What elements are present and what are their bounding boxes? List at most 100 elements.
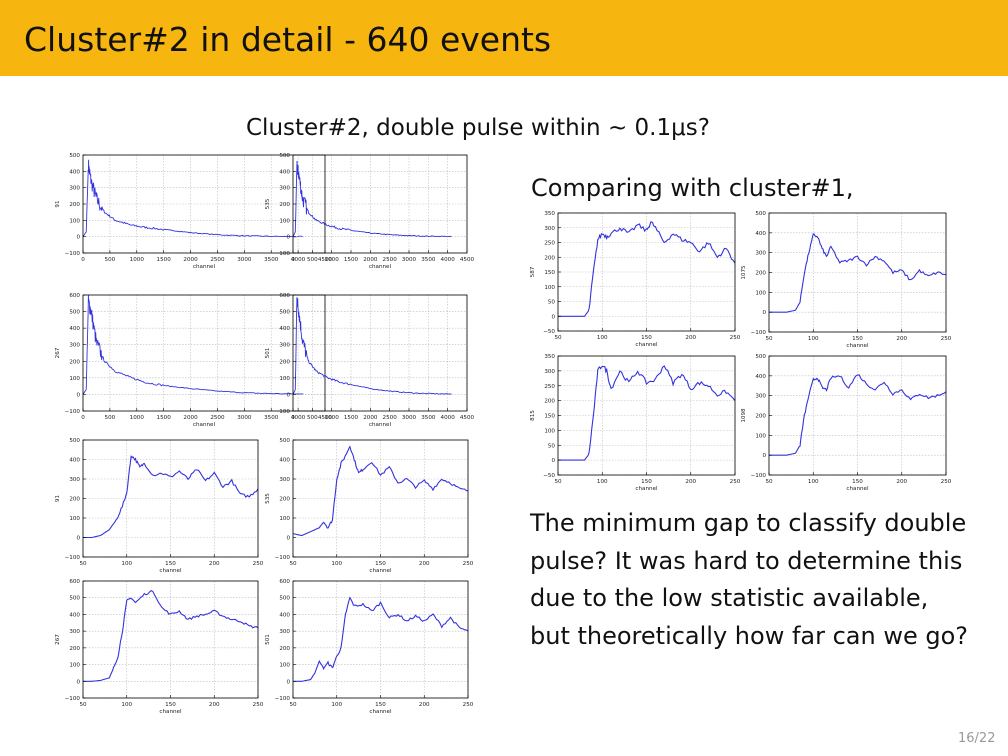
- x-tick-label: 2500: [210, 257, 225, 263]
- x-tick-label: 200: [209, 702, 220, 708]
- x-axis-label: channel: [846, 343, 869, 349]
- y-tick-label: 100: [755, 290, 766, 296]
- y-tick-label: 500: [755, 211, 766, 217]
- y-axis-label: 1075: [741, 265, 747, 280]
- y-tick-label: 0: [551, 314, 555, 320]
- page-number: 16/22: [958, 731, 996, 746]
- y-tick-label: 300: [69, 477, 80, 483]
- y-tick-label: −100: [65, 251, 81, 257]
- y-axis-label: 267: [55, 347, 61, 358]
- y-tick-label: 500: [755, 354, 766, 360]
- y-axis-label: 1098: [741, 408, 747, 423]
- y-tick-label: −100: [751, 473, 767, 479]
- y-axis-label: 91: [55, 495, 61, 503]
- y-tick-label: 300: [69, 343, 80, 349]
- series-line: [83, 454, 259, 539]
- x-tick-label: 500: [307, 415, 318, 421]
- x-tick-label: 100: [808, 336, 819, 342]
- y-tick-label: 400: [279, 326, 290, 332]
- x-tick-label: 100: [331, 702, 342, 708]
- x-axis-label: channel: [193, 422, 216, 428]
- y-axis-label: 501: [265, 347, 271, 358]
- plot-frame: [82, 294, 326, 412]
- x-tick-label: 100: [597, 335, 608, 341]
- chart-c2-zoom-501: 50 100 150 200 250 −100 0 100 200 300 400 500 600 cha…: [265, 579, 474, 715]
- x-axis-label: channel: [846, 486, 869, 492]
- y-axis-label: 535: [265, 198, 271, 209]
- x-tick-label: 2000: [183, 257, 198, 263]
- y-tick-label: 100: [69, 663, 80, 669]
- y-tick-label: 0: [551, 458, 555, 464]
- x-tick-label: 100: [121, 561, 132, 567]
- y-tick-label: 0: [762, 453, 766, 459]
- y-tick-label: 50: [548, 300, 556, 306]
- x-tick-label: 0: [291, 257, 295, 263]
- chart-c2-full-501: 0 500 1000 1500 2000 2500 3000 3500 4000 4500−100…: [265, 293, 475, 428]
- x-tick-label: 50: [289, 561, 297, 567]
- x-tick-label: 200: [685, 335, 696, 341]
- x-tick-label: 3500: [264, 415, 279, 421]
- series-line: [82, 159, 304, 238]
- x-tick-label: 500: [105, 415, 116, 421]
- x-tick-label: 0: [291, 415, 295, 421]
- y-tick-label: 50: [548, 443, 556, 449]
- chart-c2-full-535: 0 500 1000 1500 2000 2500 3000 3500 4000 4500−100…: [265, 153, 475, 270]
- x-tick-label: 3500: [264, 257, 279, 263]
- x-tick-label: 4000: [291, 257, 306, 263]
- y-tick-label: 200: [279, 497, 290, 503]
- question-paragraph: The minimum gap to classify double pulse…: [530, 509, 969, 650]
- y-tick-label: 0: [76, 679, 80, 685]
- x-tick-label: 4000: [291, 415, 306, 421]
- comparison-heading: Comparing with cluster#1,: [531, 174, 854, 202]
- x-tick-label: 150: [641, 479, 652, 485]
- y-tick-label: 500: [69, 310, 80, 316]
- y-tick-label: −100: [275, 251, 291, 257]
- series-line: [292, 161, 452, 238]
- chart-c1-zoom-1075: 50 100 150 200 250 −100 0 100 200 300 400 500 channe…: [741, 211, 952, 349]
- x-tick-label: 250: [730, 335, 741, 341]
- y-tick-label: 200: [69, 202, 80, 208]
- y-axis-label: 587: [530, 266, 536, 277]
- y-tick-label: 200: [69, 497, 80, 503]
- y-tick-label: 100: [279, 516, 290, 522]
- x-tick-label: 250: [941, 479, 952, 485]
- x-tick-label: 150: [852, 479, 863, 485]
- series-line: [82, 294, 304, 395]
- y-tick-label: 0: [76, 392, 80, 398]
- y-tick-label: 500: [69, 153, 80, 159]
- y-tick-label: −100: [275, 409, 291, 415]
- series-line: [558, 221, 736, 317]
- x-tick-label: 150: [375, 702, 386, 708]
- chart-c2-full-91: 0 500 1000 1500 2000 2500 3000 3500 4000 4500−100…: [55, 153, 333, 270]
- x-tick-label: 4500: [460, 415, 475, 421]
- series-line: [292, 297, 452, 395]
- x-tick-label: 4000: [441, 415, 456, 421]
- x-axis-label: channel: [159, 709, 182, 715]
- x-tick-label: 3000: [237, 257, 252, 263]
- x-tick-label: 1500: [157, 257, 172, 263]
- y-tick-label: 0: [762, 310, 766, 316]
- x-tick-label: 2000: [183, 415, 198, 421]
- x-tick-label: 50: [79, 702, 87, 708]
- x-tick-label: 0: [81, 257, 85, 263]
- x-tick-label: 200: [896, 479, 907, 485]
- y-tick-label: 300: [755, 394, 766, 400]
- x-axis-label: channel: [369, 264, 392, 270]
- x-tick-label: 100: [121, 702, 132, 708]
- chart-c1-zoom-815: 50 100 150 200 250 −50 0 50 100 150 200 250 300 350 ch…: [530, 354, 741, 492]
- x-tick-label: 100: [597, 479, 608, 485]
- y-tick-label: 0: [286, 536, 290, 542]
- y-tick-label: 0: [286, 679, 290, 685]
- y-tick-label: 300: [279, 477, 290, 483]
- y-tick-label: −100: [751, 330, 767, 336]
- x-axis-label: channel: [369, 422, 392, 428]
- slide-subtitle: Cluster#2, double pulse within ∼ 0.1μs?: [246, 115, 710, 141]
- y-tick-label: 300: [69, 186, 80, 192]
- y-axis-label: 267: [55, 634, 61, 645]
- x-axis-label: channel: [159, 568, 182, 574]
- x-tick-label: 50: [554, 335, 562, 341]
- slide-title: Cluster#2 in detail - 640 events: [24, 20, 552, 59]
- y-axis-label: 501: [265, 634, 271, 645]
- y-tick-label: −100: [65, 409, 81, 415]
- x-axis-label: channel: [369, 709, 392, 715]
